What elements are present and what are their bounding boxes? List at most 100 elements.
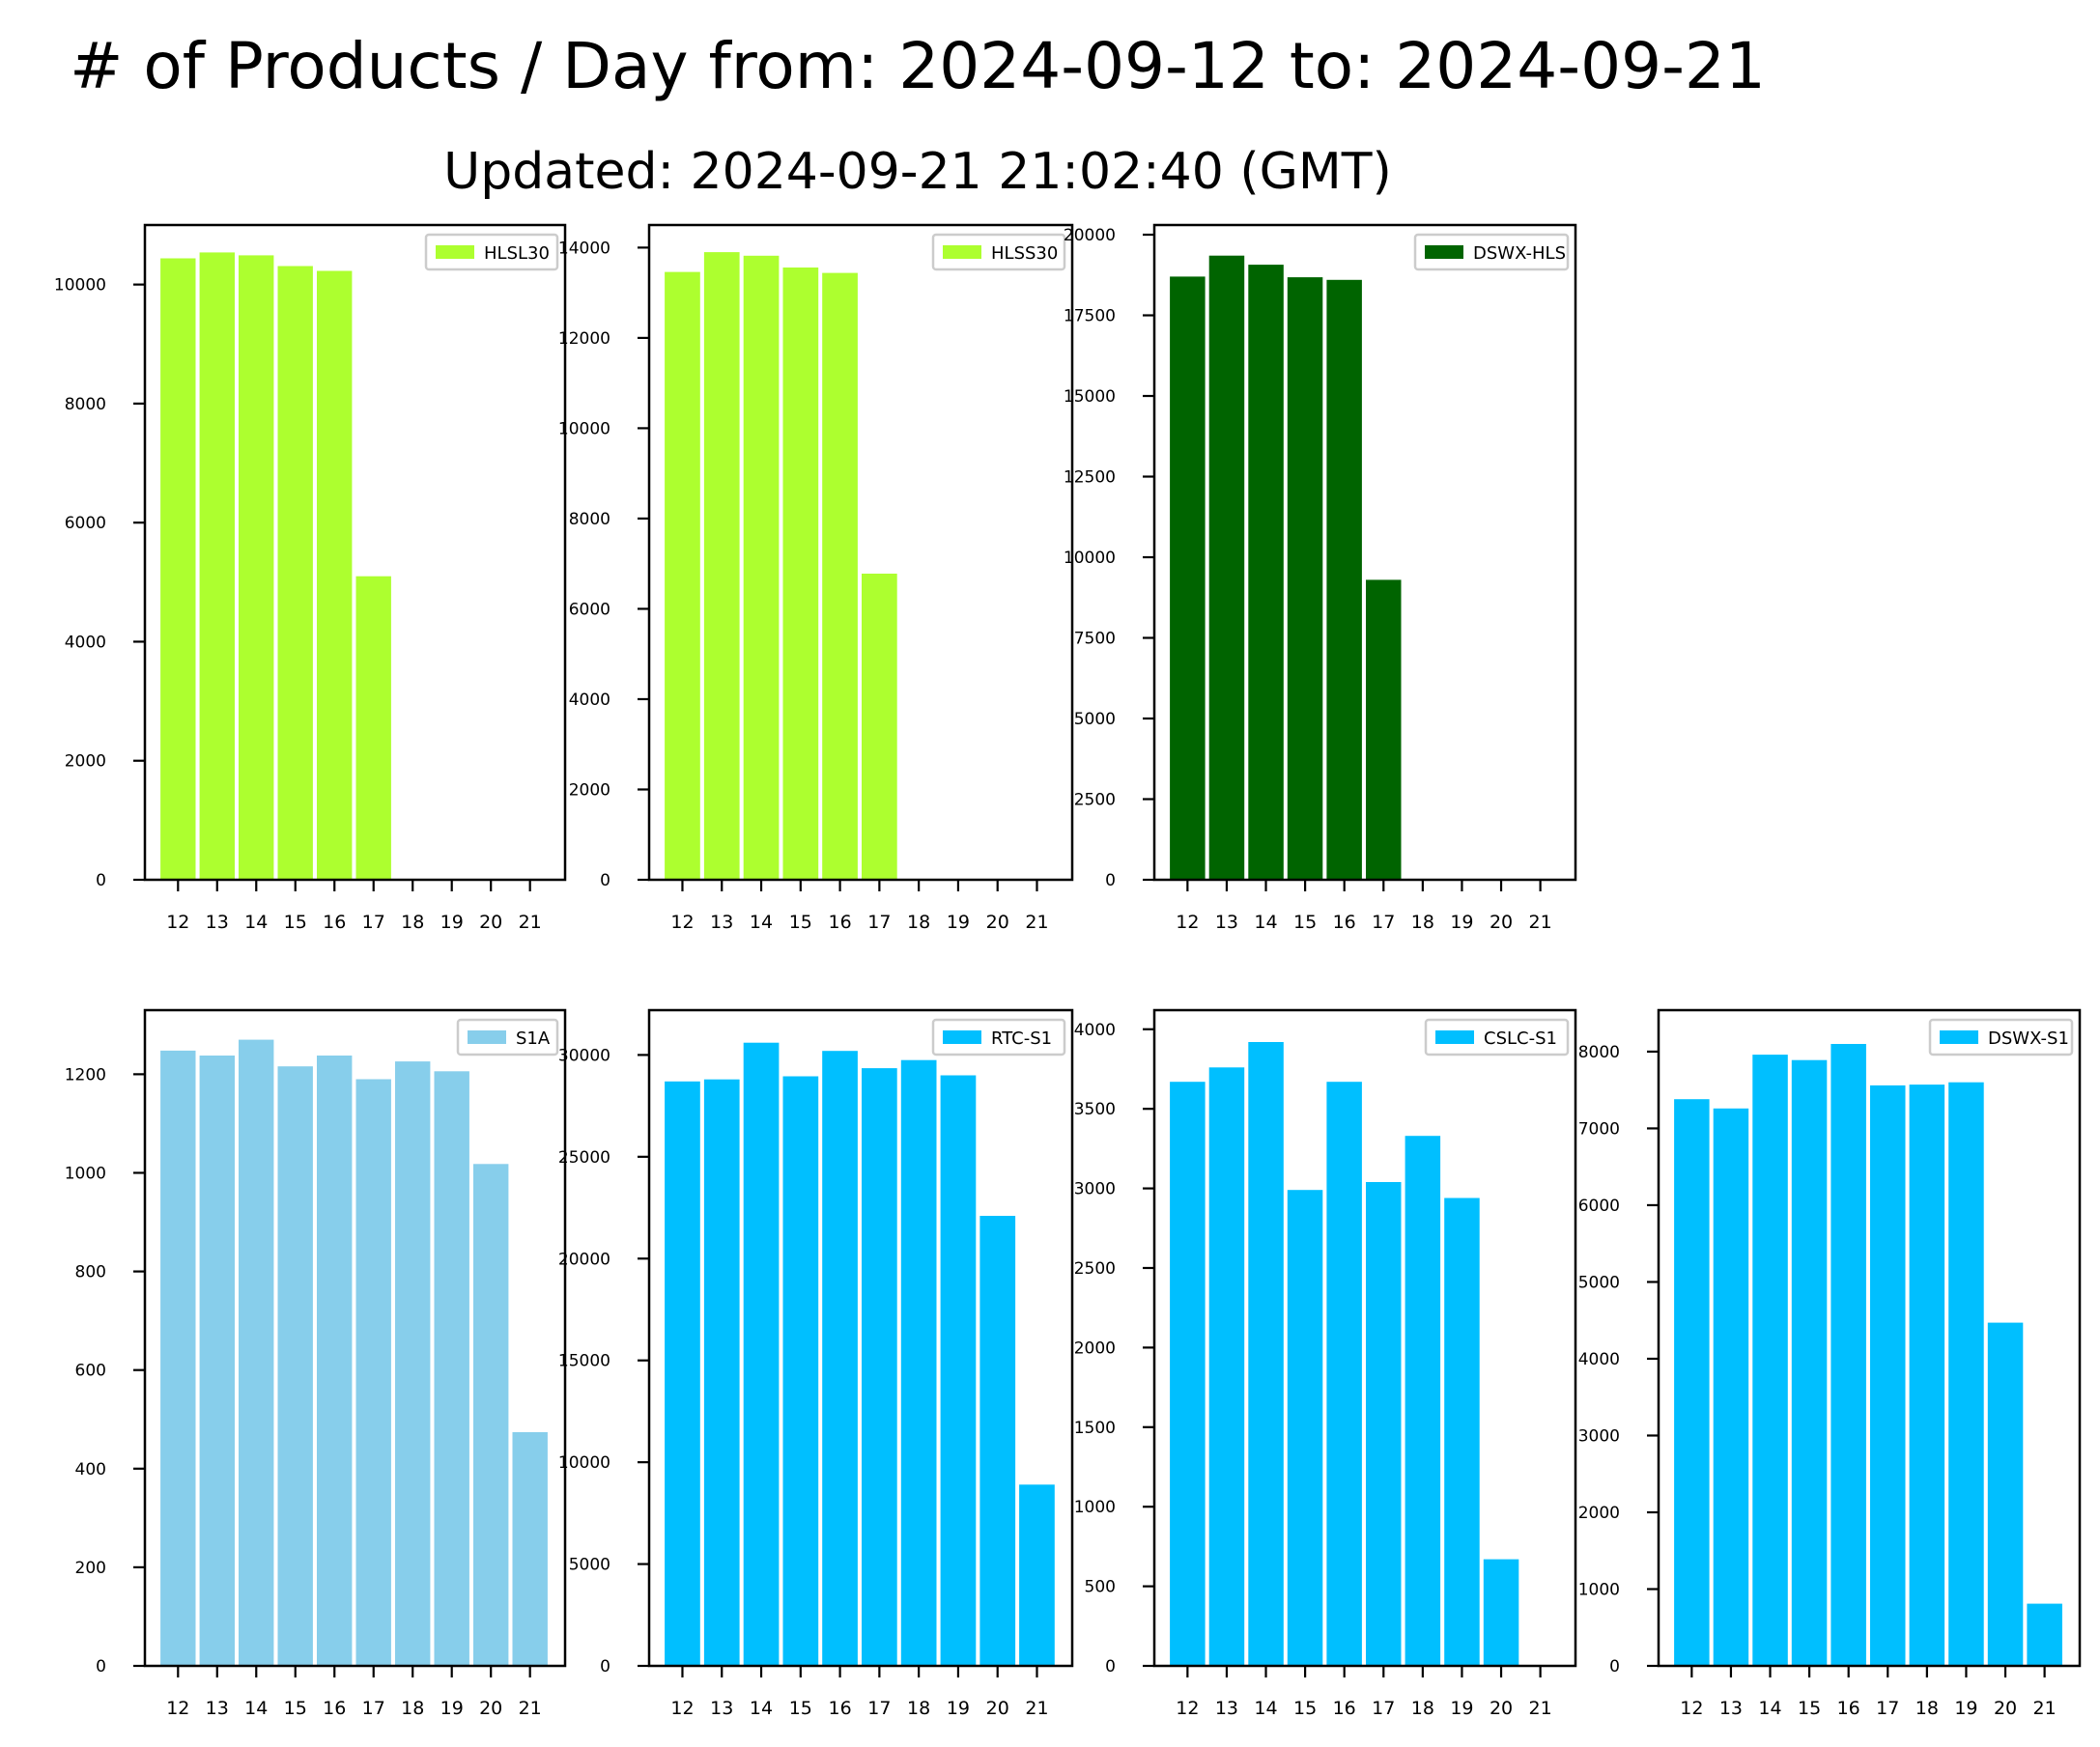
y-tick-label: 0 [1105, 871, 1116, 890]
y-tick-label: 2000 [65, 752, 106, 772]
x-tick-label: 20 [479, 912, 502, 933]
y-tick-label: 500 [1085, 1578, 1116, 1597]
y-tick-label: 15000 [1064, 387, 1116, 407]
bar-12 [1170, 1082, 1206, 1666]
x-tick-label: 15 [1798, 1698, 1821, 1719]
y-tick-label: 25000 [558, 1148, 610, 1168]
legend-swatch [943, 1030, 981, 1044]
x-tick-label: 17 [1372, 912, 1395, 933]
legend-label: HLSS30 [991, 243, 1058, 264]
x-tick-label: 18 [401, 912, 424, 933]
bar-15 [277, 1066, 313, 1666]
legend-box [424, 233, 559, 271]
bar-19 [1444, 1198, 1480, 1666]
legend-box [456, 1018, 559, 1057]
chart-panel-1: 12 13 14 15 16 17 18 19 20 21 0 2000 4000 6000 8000 100… [54, 223, 567, 933]
bar-14 [239, 255, 274, 880]
legend-label: DSWX-HLS [1473, 243, 1566, 264]
bar-17 [862, 1068, 897, 1666]
bar-13 [1208, 255, 1245, 880]
y-tick-label: 0 [1105, 1657, 1116, 1677]
legend-box [1928, 1018, 2074, 1057]
chart-panel-4: 12 13 14 15 16 17 18 19 20 21 0 200 400 600 800 1000 120… [65, 1008, 567, 1719]
bar-13 [199, 252, 235, 880]
x-tick-label: 12 [166, 1698, 189, 1719]
y-tick-label: 20000 [558, 1250, 610, 1269]
bar-12 [665, 271, 700, 881]
legend-swatch [1940, 1030, 1978, 1044]
bar-16 [1326, 279, 1362, 880]
bar-12 [160, 258, 196, 880]
y-tick-label: 4000 [65, 633, 106, 652]
bar-14 [743, 1042, 780, 1666]
y-tick-label: 14000 [558, 239, 610, 258]
y-tick-label: 3500 [1074, 1100, 1116, 1119]
y-tick-label: 1500 [1074, 1419, 1116, 1438]
y-tick-label: 400 [75, 1460, 106, 1479]
x-tick-label: 20 [986, 912, 1009, 933]
y-tick-label: 12500 [1064, 468, 1116, 488]
x-tick-label: 21 [1529, 1698, 1552, 1719]
x-tick-label: 12 [670, 912, 694, 933]
chart-panel-2: 12 13 14 15 16 17 18 19 20 21 0 2000 4000 6000 8000 100… [558, 223, 1074, 933]
y-tick-label: 4000 [1074, 1021, 1116, 1040]
bar-15 [782, 1076, 819, 1666]
bar-12 [1674, 1099, 1710, 1666]
chart-panel-7: 12 13 14 15 16 17 18 19 20 21 0 1000 2000 3000 4000 500… [1578, 1008, 2082, 1719]
y-tick-label: 10000 [1064, 549, 1116, 568]
y-tick-label: 1200 [65, 1065, 106, 1085]
y-tick-label: 4000 [569, 690, 610, 710]
x-tick-label: 16 [323, 912, 346, 933]
x-tick-label: 14 [1758, 1698, 1781, 1719]
x-tick-label: 13 [710, 1698, 733, 1719]
y-tick-label: 600 [75, 1362, 106, 1381]
bar-13 [703, 1079, 740, 1666]
y-tick-label: 2000 [1074, 1338, 1116, 1358]
chart-panel-3: 12 13 14 15 16 17 18 19 20 21 0 2500 5000 7500 10000 12… [1064, 223, 1577, 933]
x-tick-label: 15 [284, 912, 307, 933]
bar-16 [1830, 1044, 1866, 1666]
bar-20 [979, 1216, 1016, 1666]
axes-frame [143, 1008, 567, 1668]
x-tick-label: 15 [789, 912, 812, 933]
y-tick-label: 6000 [65, 514, 106, 533]
axes-frame [1152, 1008, 1577, 1668]
legend-swatch [468, 1030, 506, 1044]
legend-swatch [943, 245, 981, 259]
y-tick-label: 1000 [1578, 1580, 1620, 1599]
legend-label: DSWX-S1 [1988, 1028, 2069, 1049]
bar-20 [473, 1164, 509, 1666]
y-tick-label: 2500 [1074, 1259, 1116, 1279]
y-tick-label: 800 [75, 1263, 106, 1282]
x-tick-label: 19 [947, 1698, 970, 1719]
x-tick-label: 13 [1215, 1698, 1238, 1719]
y-tick-label: 5000 [1074, 710, 1116, 729]
x-tick-label: 12 [670, 1698, 694, 1719]
y-tick-label: 3000 [1074, 1180, 1116, 1199]
bar-14 [743, 255, 780, 880]
x-tick-label: 13 [206, 1698, 229, 1719]
y-tick-label: 30000 [558, 1046, 610, 1065]
legend-box [931, 1018, 1066, 1057]
bar-20 [1987, 1322, 2024, 1666]
bar-18 [1405, 1136, 1441, 1666]
y-tick-label: 2500 [1074, 791, 1116, 810]
y-tick-label: 2000 [1578, 1504, 1620, 1523]
y-tick-label: 8000 [1578, 1043, 1620, 1062]
y-tick-label: 1000 [65, 1164, 106, 1183]
legend-box [1413, 233, 1570, 271]
x-tick-label: 20 [986, 1698, 1009, 1719]
x-tick-label: 15 [1293, 912, 1317, 933]
bar-13 [1713, 1108, 1749, 1666]
x-tick-label: 16 [828, 912, 851, 933]
axes-frame [1152, 223, 1577, 882]
bar-19 [434, 1071, 469, 1666]
y-tick-label: 7000 [1578, 1119, 1620, 1139]
x-tick-label: 19 [1450, 912, 1473, 933]
y-tick-label: 0 [96, 871, 106, 890]
x-tick-label: 18 [1411, 912, 1434, 933]
legend-box [1424, 1018, 1570, 1057]
y-tick-label: 5000 [569, 1556, 610, 1575]
x-tick-label: 18 [1916, 1698, 1939, 1719]
